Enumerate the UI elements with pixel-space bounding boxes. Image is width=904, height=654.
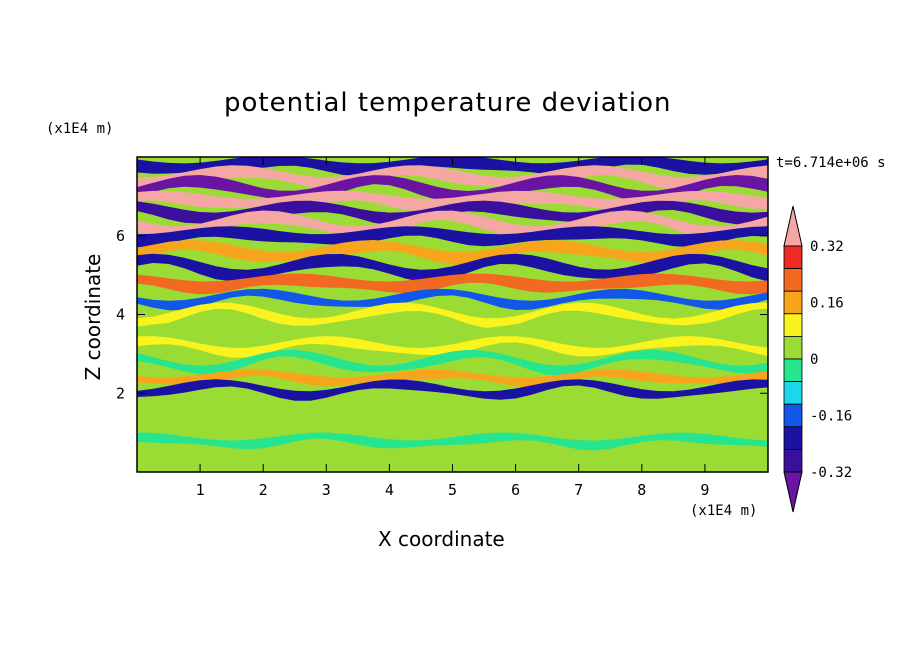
contour-field — [137, 157, 768, 472]
contour-band — [137, 302, 768, 329]
x-axis-unit: (x1E4 m) — [690, 503, 758, 519]
colorbar-bin — [783, 448, 803, 473]
colorbar-tick-label: 0 — [810, 352, 818, 368]
colorbar-bin — [783, 335, 803, 360]
y-tick-label: 2 — [116, 384, 125, 402]
x-tick-label: 4 — [385, 481, 394, 499]
contour-band — [137, 288, 768, 311]
colorbar-tick-label: -0.32 — [810, 465, 852, 481]
contour-band — [137, 165, 768, 190]
x-tick-label: 1 — [196, 481, 205, 499]
x-tick-label: 2 — [259, 481, 268, 499]
x-tick-label: 6 — [511, 481, 520, 499]
colorbar-bin — [783, 313, 803, 337]
y-tick-label: 4 — [116, 306, 125, 324]
time-label: t=6.714e+06 s — [776, 155, 886, 171]
colorbar-tick-label: 0.16 — [810, 296, 844, 312]
contour-band — [137, 369, 768, 388]
contour-band — [137, 240, 768, 265]
contour-band — [137, 432, 768, 451]
contour-band — [137, 397, 768, 423]
x-axis: 1 2 3 4 5 6 7 8 9 — [196, 157, 709, 499]
colorbar-bin — [783, 268, 803, 292]
contour-band — [137, 210, 768, 239]
x-tick-label: 9 — [700, 481, 709, 499]
colorbar-bin — [783, 403, 803, 428]
x-tick-label: 7 — [574, 481, 583, 499]
contour-band — [137, 273, 768, 295]
contour-band — [137, 253, 768, 282]
x-tick-label: 8 — [637, 481, 646, 499]
contour-band — [137, 336, 768, 358]
colorbar-bin — [783, 381, 803, 405]
colorbar-tick-label: -0.16 — [810, 409, 852, 425]
chart-title: potential temperature deviation — [224, 88, 672, 118]
colorbar-bottom-triangle — [783, 471, 803, 513]
colorbar-bin — [783, 358, 803, 383]
y-tick-label: 6 — [116, 227, 125, 245]
x-axis-label: X coordinate — [378, 527, 505, 551]
contour-band — [137, 157, 768, 177]
colorbar-bin — [783, 426, 803, 450]
colorbar: 0.32 0.16 0 -0.16 -0.32 — [783, 205, 852, 513]
colorbar-top-triangle — [783, 205, 803, 247]
colorbar-tick-label: 0.32 — [810, 239, 844, 255]
x-tick-label: 3 — [322, 481, 331, 499]
y-axis-unit: (x1E4 m) — [46, 121, 114, 137]
x-tick-label: 5 — [448, 481, 457, 499]
contour-band — [137, 349, 768, 376]
contour-band — [137, 379, 768, 401]
colorbar-bin — [783, 245, 803, 270]
contour-band — [137, 322, 768, 340]
colorbar-bin — [783, 290, 803, 315]
contour-band — [137, 226, 768, 248]
y-axis: 2 4 6 — [116, 227, 768, 402]
